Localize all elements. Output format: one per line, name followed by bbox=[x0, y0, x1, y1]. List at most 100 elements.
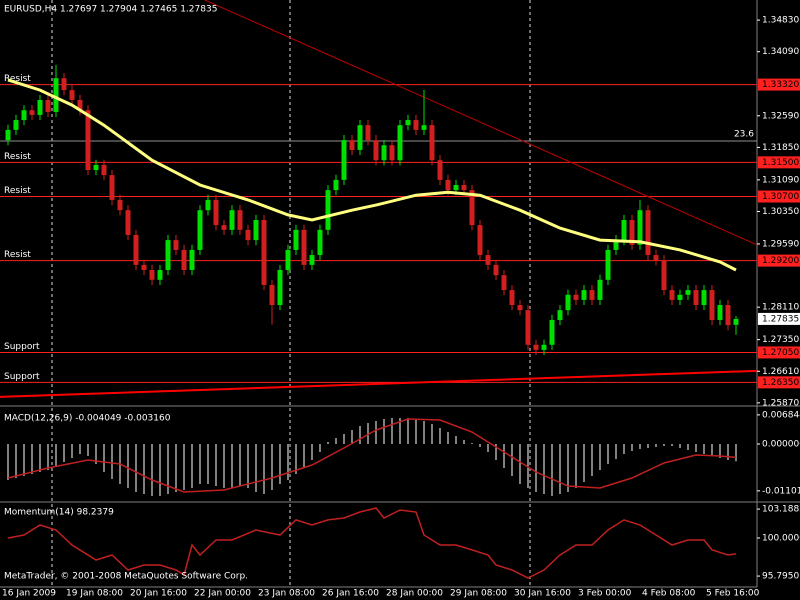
chart-title: EURUSD,H4 1.27697 1.27904 1.27465 1.2783… bbox=[4, 5, 217, 15]
x-tick-label: 19 Jan 08:00 bbox=[66, 589, 123, 599]
candle-body bbox=[533, 344, 539, 350]
level-box bbox=[758, 156, 800, 169]
level-box bbox=[758, 376, 800, 389]
x-tick-label: 29 Jan 08:00 bbox=[450, 589, 507, 599]
candle-body bbox=[709, 290, 715, 320]
candle-body bbox=[613, 240, 619, 250]
candle-body bbox=[733, 318, 739, 325]
candle-body bbox=[309, 255, 315, 265]
level-name: Resist bbox=[4, 74, 31, 84]
candle-body bbox=[165, 240, 171, 270]
candle-body bbox=[53, 78, 59, 112]
candle-body bbox=[301, 229, 307, 265]
candle-body bbox=[197, 210, 203, 250]
y-tick-label: 1.28110 bbox=[762, 303, 799, 313]
x-tick-label: 3 Feb 00:00 bbox=[578, 589, 632, 599]
x-tick-label: 20 Jan 16:00 bbox=[130, 589, 187, 599]
candle-body bbox=[573, 294, 579, 300]
y-tick-label: 1.32590 bbox=[762, 111, 799, 121]
level-name: Resist bbox=[4, 186, 31, 196]
candle-body bbox=[445, 179, 451, 191]
candle-body bbox=[293, 229, 299, 250]
candle-body bbox=[69, 90, 75, 100]
candle-body bbox=[261, 220, 267, 285]
candle-body bbox=[213, 199, 219, 226]
candle-body bbox=[133, 234, 139, 265]
candle-body bbox=[461, 184, 467, 191]
candle-body bbox=[85, 110, 91, 171]
candle-body bbox=[421, 125, 427, 130]
y-tick-label: 0.000000 bbox=[762, 440, 800, 450]
current-price-label: 1.27835 bbox=[762, 314, 799, 324]
candle-body bbox=[437, 160, 443, 180]
level-label: 1.31500 bbox=[762, 158, 799, 168]
candle-body bbox=[453, 184, 459, 191]
candle-body bbox=[181, 249, 187, 270]
candle-body bbox=[149, 270, 155, 280]
candle-body bbox=[109, 175, 115, 200]
candle-body bbox=[413, 120, 419, 130]
candle-body bbox=[541, 344, 547, 350]
candle-body bbox=[101, 164, 107, 176]
y-tick-label: 95.7950 bbox=[762, 572, 799, 582]
candle-body bbox=[37, 99, 43, 115]
candle-body bbox=[45, 99, 51, 112]
candle-body bbox=[157, 270, 163, 280]
candle-body bbox=[253, 220, 259, 241]
y-tick-label: 1.31850 bbox=[762, 143, 799, 153]
candle-body bbox=[141, 264, 147, 270]
candle-body bbox=[357, 125, 363, 150]
copyright: MetaTrader, © 2001-2008 MetaQuotes Softw… bbox=[4, 572, 248, 582]
level-box bbox=[758, 78, 800, 91]
x-tick-label: 28 Jan 00:00 bbox=[386, 589, 443, 599]
candle-body bbox=[669, 290, 675, 300]
candle-body bbox=[717, 305, 723, 320]
level-label: 1.27050 bbox=[762, 348, 799, 358]
candle-body bbox=[349, 140, 355, 150]
candle-body bbox=[629, 220, 635, 245]
candle-body bbox=[93, 164, 99, 171]
level-name: Resist bbox=[4, 152, 31, 162]
level-box bbox=[758, 346, 800, 359]
candle-body bbox=[501, 275, 507, 291]
level-name: Support bbox=[4, 372, 40, 382]
candle-body bbox=[125, 210, 131, 235]
candle-body bbox=[509, 290, 515, 306]
macd-signal bbox=[7, 418, 737, 493]
candle-body bbox=[645, 210, 651, 256]
plot-layer: 23.6 Resist Resist Resist Resist Support Suppo… bbox=[0, 0, 760, 579]
x-tick-label: 22 Jan 00:00 bbox=[194, 589, 251, 599]
y-tick-label: 1.30350 bbox=[762, 207, 799, 217]
candle-body bbox=[5, 129, 11, 141]
y-tick-label: 1.34090 bbox=[762, 47, 799, 57]
level-name: Support bbox=[4, 342, 40, 352]
candle-body bbox=[397, 125, 403, 161]
x-tick-label: 5 Feb 16:00 bbox=[706, 589, 760, 599]
y-tick-label: 1.34830 bbox=[762, 16, 799, 26]
candle-body bbox=[245, 229, 251, 241]
candle-body bbox=[205, 199, 211, 211]
current-price-box bbox=[758, 312, 800, 325]
candle-body bbox=[341, 140, 347, 180]
x-tick-label: 26 Jan 16:00 bbox=[322, 589, 379, 599]
candle-body bbox=[325, 190, 331, 230]
candle-body bbox=[677, 294, 683, 300]
candle-body bbox=[29, 110, 35, 115]
y-tick-label: 1.25870 bbox=[762, 398, 799, 408]
candle-body bbox=[405, 120, 411, 126]
candle-body bbox=[429, 125, 435, 161]
candle-body bbox=[317, 229, 323, 256]
candle-body bbox=[277, 270, 283, 306]
y-tick-label: 1.31090 bbox=[762, 175, 799, 185]
y-tick-label: -0.011010 bbox=[762, 486, 800, 496]
candle-body bbox=[557, 310, 563, 320]
x-tick-label: 4 Feb 08:00 bbox=[642, 589, 696, 599]
candle-body bbox=[117, 199, 123, 211]
candle-body bbox=[597, 279, 603, 300]
candle-body bbox=[493, 264, 499, 276]
candle-body bbox=[13, 120, 19, 130]
candle-body bbox=[565, 294, 571, 311]
level-box bbox=[758, 254, 800, 267]
